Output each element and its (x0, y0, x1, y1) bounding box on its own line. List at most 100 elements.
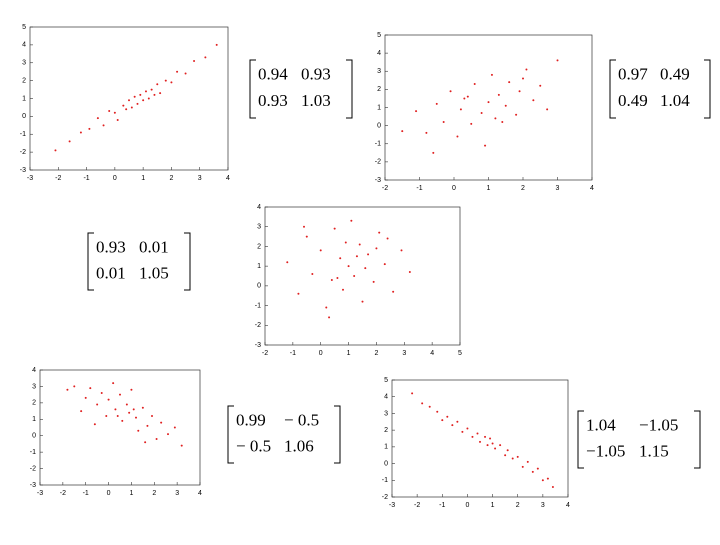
x-tick-label: 1 (141, 175, 145, 182)
point (521, 465, 524, 468)
point (479, 440, 481, 443)
point (546, 477, 549, 480)
scatter-plot: -3 -2 -1 0 1 2 3 4 -3 -2 -1 0 1 2 3 4 5 (20, 24, 230, 182)
point (130, 388, 133, 391)
point (133, 95, 136, 98)
y-tick-label: 4 (32, 367, 36, 374)
point (432, 151, 435, 154)
point (328, 316, 331, 319)
point (155, 438, 158, 440)
y-tick-label: -1 (382, 477, 388, 484)
point (473, 82, 476, 85)
point (305, 235, 308, 238)
x-tick-label: 3 (402, 350, 406, 357)
point (311, 273, 314, 276)
point (466, 427, 469, 430)
x-tick-label: -1 (83, 175, 89, 182)
x-tick-label: 4 (590, 185, 594, 192)
point (386, 237, 389, 240)
x-tick-label: -1 (83, 490, 89, 497)
point (415, 110, 418, 113)
x-tick-label: 0 (113, 175, 117, 182)
point (136, 102, 139, 105)
y-tick-label: 1 (22, 95, 26, 102)
matrix-entry: 1.04 (586, 415, 616, 434)
point (215, 43, 218, 46)
point (531, 470, 534, 473)
point (400, 249, 403, 252)
right-bracket (346, 59, 353, 119)
point (350, 219, 353, 222)
matrix-entry: −1.05 (639, 415, 678, 434)
point (372, 280, 375, 283)
point (451, 424, 454, 427)
point (342, 288, 344, 291)
point (96, 403, 99, 406)
point (471, 435, 474, 438)
point (88, 127, 91, 130)
right-bracket (704, 59, 711, 119)
point (344, 241, 347, 244)
matrix-entry: 0.93 (301, 65, 331, 84)
point (425, 131, 428, 134)
point (297, 292, 300, 295)
point (303, 225, 305, 228)
point (135, 416, 137, 419)
point (114, 408, 117, 411)
x-tick-label: 3 (198, 175, 202, 182)
point (121, 419, 124, 422)
point (383, 263, 386, 266)
left-bracket (577, 410, 584, 469)
point (506, 449, 509, 452)
x-tick-label: -2 (414, 502, 420, 509)
point (442, 121, 445, 123)
matrix-entry: 1.04 (660, 91, 690, 110)
matrix-entry: 0.93 (258, 91, 288, 110)
y-tick-label: 4 (384, 394, 388, 401)
matrix-entry: 0.49 (618, 91, 648, 110)
y-tick-label: 3 (32, 383, 36, 390)
covariance-matrix: 0.97 0.49 0.49 1.04 (609, 59, 711, 119)
point (160, 421, 163, 424)
y-tick-label: -3 (255, 342, 261, 349)
y-tick-label: 0 (377, 122, 381, 129)
y-tick-label: 1 (377, 104, 381, 111)
point (167, 433, 169, 436)
point (497, 93, 500, 96)
point (491, 442, 494, 445)
y-tick-label: 3 (377, 68, 381, 75)
x-tick-label: -2 (60, 490, 66, 497)
y-tick-label: 4 (257, 204, 261, 211)
covariance-matrix: 0.99 − 0.5 − 0.5 1.06 (227, 405, 341, 464)
y-tick-label: 4 (377, 50, 381, 57)
y-tick-label: -1 (20, 131, 26, 138)
x-tick-label: 0 (107, 490, 111, 497)
right-bracket (694, 410, 701, 469)
point (176, 70, 179, 73)
point (546, 108, 549, 111)
point (151, 415, 153, 417)
x-tick-label: 4 (430, 350, 434, 357)
x-tick-label: 5 (458, 350, 462, 357)
point (153, 93, 156, 96)
plot-frame (29, 26, 229, 171)
point (113, 111, 116, 114)
y-tick-label: -2 (30, 465, 36, 472)
covariance-matrix: 0.93 0.01 0.01 1.05 (87, 232, 191, 291)
x-tick-label: -3 (389, 502, 395, 509)
matrix-entry: 0.93 (96, 237, 126, 256)
x-tick-label: 3 (541, 502, 545, 509)
y-tick-label: 0 (32, 433, 36, 440)
matrix-entry: 1.05 (139, 264, 169, 283)
point (456, 420, 459, 423)
x-tick-label: 2 (374, 350, 378, 357)
point (446, 415, 449, 418)
left-bracket (609, 59, 616, 119)
matrix-entry: 1.06 (284, 437, 314, 456)
plot-frame (384, 34, 593, 181)
left-bracket (87, 232, 94, 291)
point (375, 247, 378, 250)
point (93, 423, 96, 426)
